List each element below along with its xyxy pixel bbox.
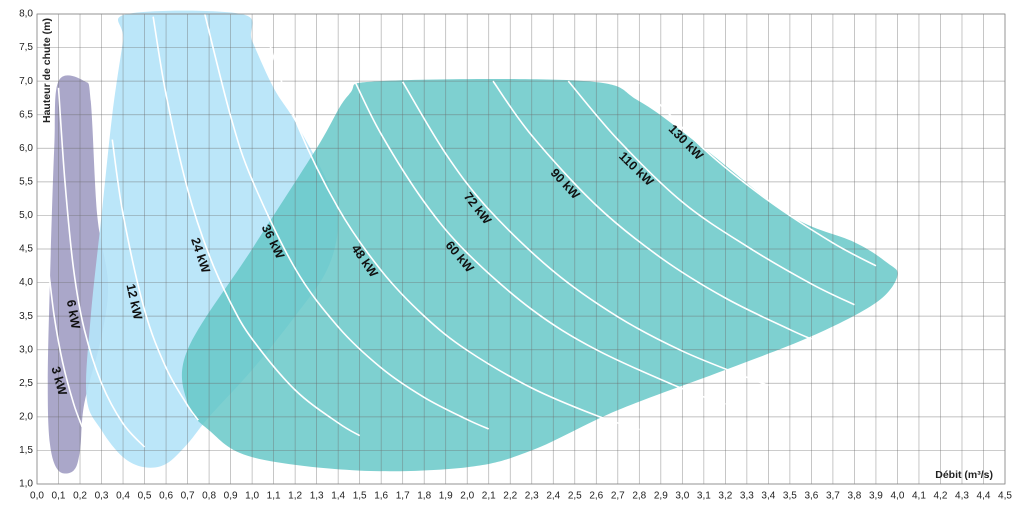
power-curve (259, 15, 640, 431)
power-curve (152, 16, 361, 437)
x-tick-label: 2,5 (568, 491, 582, 502)
x-tick-label: 3,5 (783, 491, 797, 502)
y-tick-label: 8,0 (19, 9, 33, 20)
x-tick-label: 1,0 (245, 491, 259, 502)
x-tick-label: 3,0 (675, 491, 689, 502)
y-tick-label: 6,5 (19, 109, 33, 120)
power-curve (354, 82, 726, 405)
x-tick-label: 1,3 (310, 491, 324, 502)
x-tick-label: 2,4 (546, 491, 560, 502)
power-curve (57, 87, 146, 448)
y-tick-label: 4,5 (19, 244, 33, 255)
power-curve (111, 139, 199, 421)
y-tick-label: 5,0 (19, 210, 33, 221)
x-tick-label: 3,7 (826, 491, 840, 502)
y-axis-title: Hauteur de chute (m) (41, 18, 53, 123)
x-tick-label: 3,6 (804, 491, 818, 502)
x-tick-label: 1,7 (396, 491, 410, 502)
x-tick-label: 0,4 (116, 491, 130, 502)
x-tick-label: 4,5 (998, 491, 1012, 502)
y-tick-label: 4,0 (19, 277, 33, 288)
x-tick-label: 4,3 (955, 491, 969, 502)
x-tick-label: 0,1 (52, 491, 66, 502)
y-tick-label: 2,5 (19, 378, 33, 389)
y-tick-label: 7,5 (19, 42, 33, 53)
x-tick-label: 0,2 (73, 491, 87, 502)
x-tick-label: 1,8 (417, 491, 431, 502)
x-tick-label: 1,9 (439, 491, 453, 502)
x-tick-label: 2,2 (503, 491, 517, 502)
x-tick-label: 3,1 (697, 491, 711, 502)
x-tick-label: 0,9 (224, 491, 238, 502)
power-curve (402, 81, 769, 387)
x-tick-label: 4,0 (890, 491, 904, 502)
power-curves (46, 13, 877, 448)
x-tick-label: 1,6 (374, 491, 388, 502)
plot-frame (36, 13, 1006, 485)
y-tick-label: 2,0 (19, 411, 33, 422)
application-area (85, 10, 339, 468)
y-tick-label: 5,5 (19, 176, 33, 187)
application-area (181, 79, 898, 472)
x-tick-label: 3,4 (761, 491, 775, 502)
x-tick-label: 1,5 (353, 491, 367, 502)
x-tick-label: 1,1 (267, 491, 281, 502)
y-tick-label: 3,5 (19, 311, 33, 322)
x-tick-label: 4,4 (977, 491, 991, 502)
x-tick-label: 2,9 (654, 491, 668, 502)
power-curve (204, 13, 490, 430)
x-axis-title: Débit (m³/s) (935, 469, 993, 481)
y-tick-label: 3,0 (19, 344, 33, 355)
x-tick-label: 1,4 (331, 491, 345, 502)
y-tick-label: 1,5 (19, 445, 33, 456)
x-tick-label: 4,2 (934, 491, 948, 502)
x-tick-label: 0,0 (30, 491, 44, 502)
x-tick-label: 3,8 (847, 491, 861, 502)
x-tick-label: 2,0 (460, 491, 474, 502)
power-curve (46, 262, 83, 428)
application-area (47, 75, 109, 474)
x-tick-label: 1,2 (288, 491, 302, 502)
power-curve (492, 80, 812, 340)
x-tick-label: 0,8 (202, 491, 216, 502)
x-tick-label: 3,3 (740, 491, 754, 502)
power-curve (567, 80, 855, 306)
x-tick-label: 4,1 (912, 491, 926, 502)
x-tick-label: 2,1 (482, 491, 496, 502)
x-tick-label: 3,2 (718, 491, 732, 502)
x-tick-label: 2,6 (589, 491, 603, 502)
x-tick-label: 0,6 (159, 491, 173, 502)
x-tick-label: 0,3 (95, 491, 109, 502)
x-tick-label: 0,7 (181, 491, 195, 502)
x-tick-label: 3,9 (869, 491, 883, 502)
x-tick-label: 2,7 (611, 491, 625, 502)
power-curve (638, 81, 877, 267)
y-tick-label: 6,0 (19, 143, 33, 154)
curve-label: 6 kW (64, 299, 83, 330)
y-tick-label: 1,0 (19, 479, 33, 490)
y-tick-label: 7,0 (19, 76, 33, 87)
areas (47, 10, 898, 474)
x-tick-label: 2,8 (632, 491, 646, 502)
x-tick-label: 0,5 (138, 491, 152, 502)
x-tick-label: 2,3 (525, 491, 539, 502)
